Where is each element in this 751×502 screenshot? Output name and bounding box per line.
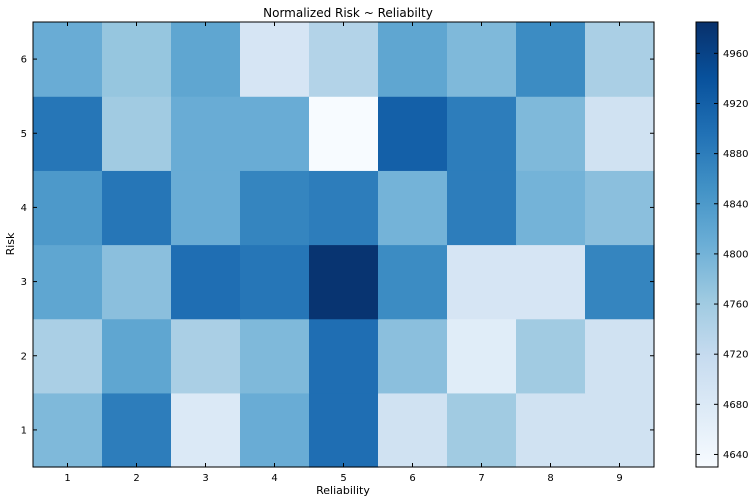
y-axis-label: Risk [4,232,17,255]
heatmap-cell-r4-c4 [240,170,310,246]
heatmap-cell-r6-c1 [33,22,103,97]
heatmap-cell-r6-c4 [240,22,310,97]
heatmap-cell-r4-c5 [309,170,379,246]
heatmap-cell-r3-c3 [171,244,241,320]
heatmap-cell-r1-c9 [585,392,655,468]
heatmap-cell-r1-c6 [378,392,448,468]
heatmap-cell-r4-c8 [516,170,586,246]
heatmap-cell-r5-c7 [447,96,517,171]
heatmap-cell-r2-c2 [102,318,172,394]
x-axis-label: Reliability [316,484,370,497]
heatmap-cell-r2-c8 [516,318,586,394]
heatmap-cell-r6-c9 [585,22,655,97]
colorbar-tick-label: 4680 [723,400,748,411]
heatmap-cell-r6-c2 [102,22,172,97]
x-tick-label: 1 [64,473,70,484]
heatmap-cell-r1-c7 [447,392,517,468]
heatmap-cell-r5-c6 [378,96,448,171]
heatmap-cell-r6-c6 [378,22,448,97]
heatmap-cell-r1-c2 [102,392,172,468]
heatmap-cell-r3-c5 [309,244,379,320]
heatmap-cell-r2-c4 [240,318,310,394]
heatmap-cell-r4-c6 [378,170,448,246]
colorbar-tick-label: 4800 [723,249,748,260]
heatmap-cell-r3-c2 [102,244,172,320]
x-tick-label: 5 [340,473,346,484]
heatmap-cell-r6-c8 [516,22,586,97]
heatmap-cell-r2-c7 [447,318,517,394]
heatmap-cell-r5-c1 [33,96,103,171]
heatmap-cell-r5-c4 [240,96,310,171]
x-tick-label: 9 [616,473,622,484]
colorbar-tick-label: 4840 [723,199,748,210]
x-tick-label: 2 [133,473,139,484]
heatmap-cell-r3-c4 [240,244,310,320]
heatmap-cell-r6-c5 [309,22,379,97]
heatmap-cell-r3-c7 [447,244,517,320]
heatmap-cell-r2-c1 [33,318,103,394]
heatmap-cell-r1-c3 [171,392,241,468]
y-axis: 1 2 3 4 5 6 [21,55,654,436]
heatmap-cell-r1-c1 [33,392,103,468]
heatmap-cell-r3-c1 [33,244,103,320]
y-tick-label: 5 [21,129,27,140]
y-tick-label: 3 [21,277,27,288]
heatmap-cell-r3-c6 [378,244,448,320]
heatmap-cell-r5-c9 [585,96,655,171]
heatmap-cell-r2-c6 [378,318,448,394]
chart-title: Normalized Risk ~ Reliabilty [263,6,433,20]
heatmap-cell-r4-c1 [33,170,103,246]
heatmap-cell-r1-c4 [240,392,310,468]
y-tick-label: 1 [21,425,27,436]
colorbar-tick-label: 4920 [723,99,748,110]
heatmap-cell-r1-c5 [309,392,379,468]
heatmap-cell-r2-c5 [309,318,379,394]
x-tick-label: 3 [202,473,208,484]
heatmap-cell-r2-c9 [585,318,655,394]
colorbar [695,21,719,468]
colorbar-tick-label: 4760 [723,300,748,311]
heatmap-cell-r5-c3 [171,96,241,171]
heatmap-cell-r6-c3 [171,22,241,97]
x-tick-label: 6 [409,473,415,484]
heatmap-cell-r3-c8 [516,244,586,320]
heatmap-cell-r4-c7 [447,170,517,246]
heatmap-cells [33,22,655,468]
colorbar-tick-label: 4960 [723,49,748,60]
heatmap-cell-r2-c3 [171,318,241,394]
x-tick-label: 7 [478,473,484,484]
heatmap-cell-r4-c2 [102,170,172,246]
y-tick-label: 4 [21,203,27,214]
colorbar-tick-label: 4880 [723,149,748,160]
heatmap-cell-r5-c2 [102,96,172,171]
x-tick-label: 8 [547,473,553,484]
heatmap-cell-r5-c5 [309,96,379,171]
colorbar-ticks: 4640 4680 4720 4760 4800 4840 4880 4920 4960 [696,49,748,461]
x-tick-label: 4 [271,473,277,484]
heatmap-cell-r5-c8 [516,96,586,171]
x-axis: 1 2 3 4 5 6 7 8 9 [64,22,623,484]
heatmap-cell-r6-c7 [447,22,517,97]
y-tick-label: 2 [21,351,27,362]
heatmap-cell-r3-c9 [585,244,655,320]
colorbar-tick-label: 4720 [723,350,748,361]
heatmap-cell-r4-c9 [585,170,655,246]
colorbar-tick-label: 4640 [723,450,748,461]
heatmap-cell-r4-c3 [171,170,241,246]
y-tick-label: 6 [21,55,27,66]
heatmap-cell-r1-c8 [516,392,586,468]
